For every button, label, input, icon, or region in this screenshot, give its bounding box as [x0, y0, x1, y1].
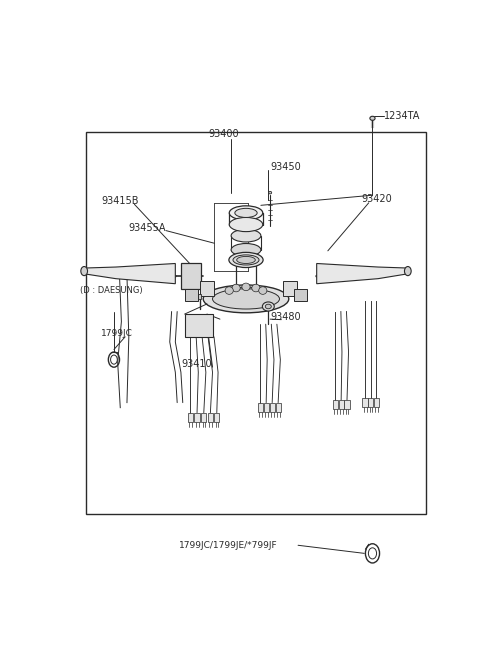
Ellipse shape	[81, 267, 87, 276]
Bar	[181, 263, 202, 289]
Ellipse shape	[231, 244, 261, 256]
Ellipse shape	[263, 302, 274, 311]
Bar	[344, 400, 349, 409]
Ellipse shape	[225, 286, 233, 294]
Ellipse shape	[370, 116, 375, 120]
Bar	[258, 403, 263, 412]
Ellipse shape	[229, 217, 263, 232]
Bar	[201, 413, 206, 422]
Bar	[208, 413, 213, 422]
Bar	[283, 281, 297, 296]
Ellipse shape	[259, 286, 267, 294]
Bar	[362, 397, 368, 407]
Text: 93455A: 93455A	[129, 223, 166, 233]
Bar	[368, 397, 373, 407]
Bar	[200, 281, 214, 296]
Ellipse shape	[213, 289, 279, 309]
Bar	[294, 289, 307, 302]
Bar	[194, 413, 200, 422]
Bar	[198, 294, 202, 299]
Bar	[264, 403, 269, 412]
Text: 1799JC/1799JE/*799JF: 1799JC/1799JE/*799JF	[179, 541, 277, 550]
Bar	[185, 289, 198, 302]
Ellipse shape	[237, 256, 255, 263]
Ellipse shape	[242, 283, 250, 290]
Text: 93400: 93400	[209, 129, 240, 139]
Text: 93420: 93420	[361, 194, 392, 204]
Ellipse shape	[269, 191, 272, 194]
Bar	[185, 314, 213, 337]
Bar	[333, 400, 338, 409]
Ellipse shape	[229, 252, 263, 267]
Polygon shape	[84, 263, 175, 284]
Bar	[214, 413, 219, 422]
Ellipse shape	[229, 206, 263, 220]
Text: 93415B: 93415B	[101, 196, 138, 206]
Bar	[188, 413, 193, 422]
Ellipse shape	[236, 286, 256, 296]
Bar	[338, 400, 344, 409]
Text: 93450: 93450	[270, 162, 301, 172]
Ellipse shape	[233, 255, 259, 265]
Text: (D : DAESUNG): (D : DAESUNG)	[81, 286, 143, 295]
Bar	[276, 403, 281, 412]
Ellipse shape	[203, 285, 289, 313]
Text: 1799JC: 1799JC	[101, 328, 133, 338]
Text: 93480: 93480	[270, 311, 301, 322]
Ellipse shape	[405, 267, 411, 276]
Ellipse shape	[231, 229, 261, 242]
Bar	[270, 403, 275, 412]
Ellipse shape	[265, 304, 271, 309]
Ellipse shape	[235, 208, 257, 217]
Bar	[86, 132, 426, 514]
Text: 93410: 93410	[181, 359, 212, 369]
Bar	[373, 397, 379, 407]
Ellipse shape	[252, 284, 260, 292]
Text: 1234TA: 1234TA	[384, 111, 421, 122]
Ellipse shape	[232, 284, 240, 292]
Polygon shape	[317, 263, 408, 284]
